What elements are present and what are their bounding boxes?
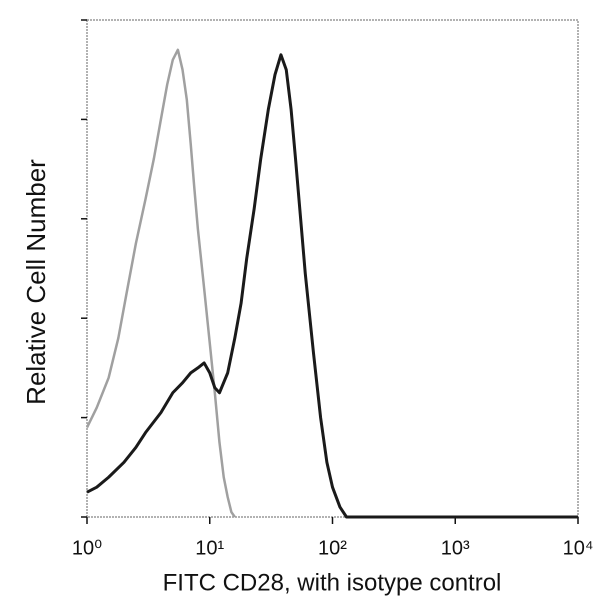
series-line xyxy=(85,48,236,518)
y-axis-label: Relative Cell Number xyxy=(21,159,51,405)
x-axis-label: FITC CD28, with isotype control xyxy=(163,569,502,596)
x-tick-label: 10⁴ xyxy=(563,537,594,559)
x-tick-label: 10⁰ xyxy=(72,537,102,559)
x-tick-label: 10¹ xyxy=(195,537,224,559)
series-line xyxy=(86,53,578,519)
x-tick-label: 10³ xyxy=(441,537,470,559)
plot-frame xyxy=(86,19,579,518)
x-tick-label: 10² xyxy=(318,537,347,559)
